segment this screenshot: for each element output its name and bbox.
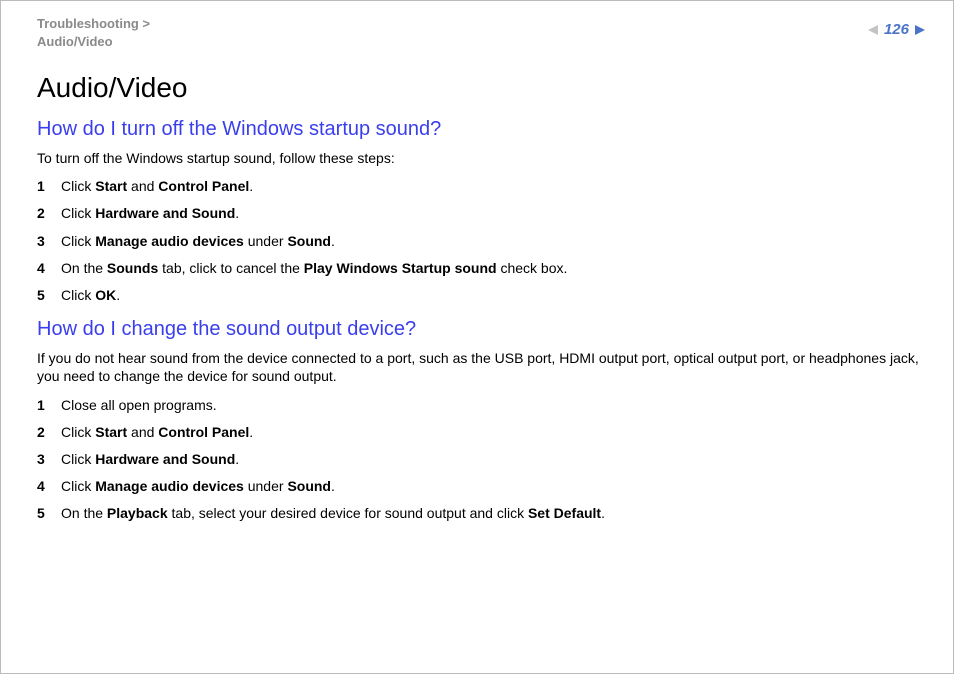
bold-text: OK [95, 287, 116, 303]
bold-text: Sound [287, 233, 331, 249]
breadcrumb-line1: Troubleshooting > [37, 15, 150, 33]
bold-text: Control Panel [158, 178, 249, 194]
step-line: 3Click Manage audio devices under Sound. [37, 232, 925, 250]
bold-text: Play Windows Startup sound [304, 260, 497, 276]
bold-text: Hardware and Sound [95, 451, 235, 467]
document-page: Troubleshooting > Audio/Video 126 Audio/… [0, 0, 954, 674]
step-text: Click Start and Control Panel. [61, 423, 253, 441]
section-intro: If you do not hear sound from the device… [37, 349, 925, 385]
bold-text: Set Default [528, 505, 601, 521]
step-text: Click Manage audio devices under Sound. [61, 477, 335, 495]
bold-text: Start [95, 178, 127, 194]
step-line: 5On the Playback tab, select your desire… [37, 504, 925, 522]
step-text: Close all open programs. [61, 396, 217, 414]
bold-text: Manage audio devices [95, 233, 244, 249]
bold-text: Sound [287, 478, 331, 494]
step-line: 5Click OK. [37, 286, 925, 304]
step-text: Click OK. [61, 286, 120, 304]
page-number: 126 [884, 21, 909, 38]
step-number: 1 [37, 178, 61, 194]
step-line: 1Click Start and Control Panel. [37, 177, 925, 195]
step-number: 3 [37, 233, 61, 249]
step-text: On the Playback tab, select your desired… [61, 504, 605, 522]
page-title: Audio/Video [37, 72, 925, 104]
step-text: Click Start and Control Panel. [61, 177, 253, 195]
step-number: 5 [37, 287, 61, 303]
step-number: 1 [37, 397, 61, 413]
bold-text: Start [95, 424, 127, 440]
step-text: Click Hardware and Sound. [61, 450, 239, 468]
breadcrumb-line2: Audio/Video [37, 33, 150, 51]
step-text: Click Hardware and Sound. [61, 204, 239, 222]
page-number-nav: 126 [868, 21, 925, 38]
step-number: 5 [37, 505, 61, 521]
bold-text: Manage audio devices [95, 478, 244, 494]
step-number: 3 [37, 451, 61, 467]
step-line: 2Click Hardware and Sound. [37, 204, 925, 222]
bold-text: Sounds [107, 260, 158, 276]
step-number: 4 [37, 260, 61, 276]
step-line: 4On the Sounds tab, click to cancel the … [37, 259, 925, 277]
step-line: 3Click Hardware and Sound. [37, 450, 925, 468]
step-number: 2 [37, 424, 61, 440]
section-heading: How do I turn off the Windows startup so… [37, 118, 925, 141]
step-line: 1Close all open programs. [37, 396, 925, 414]
bold-text: Hardware and Sound [95, 205, 235, 221]
step-line: 4Click Manage audio devices under Sound. [37, 477, 925, 495]
breadcrumb: Troubleshooting > Audio/Video [37, 15, 150, 50]
header-row: Troubleshooting > Audio/Video 126 [37, 15, 925, 50]
step-number: 4 [37, 478, 61, 494]
next-page-arrow-icon[interactable] [915, 25, 925, 35]
section-heading: How do I change the sound output device? [37, 318, 925, 341]
step-text: On the Sounds tab, click to cancel the P… [61, 259, 567, 277]
step-number: 2 [37, 205, 61, 221]
step-text: Click Manage audio devices under Sound. [61, 232, 335, 250]
section-intro: To turn off the Windows startup sound, f… [37, 149, 925, 167]
sections-container: How do I turn off the Windows startup so… [37, 118, 925, 522]
prev-page-arrow-icon[interactable] [868, 25, 878, 35]
bold-text: Control Panel [158, 424, 249, 440]
step-line: 2Click Start and Control Panel. [37, 423, 925, 441]
bold-text: Playback [107, 505, 168, 521]
